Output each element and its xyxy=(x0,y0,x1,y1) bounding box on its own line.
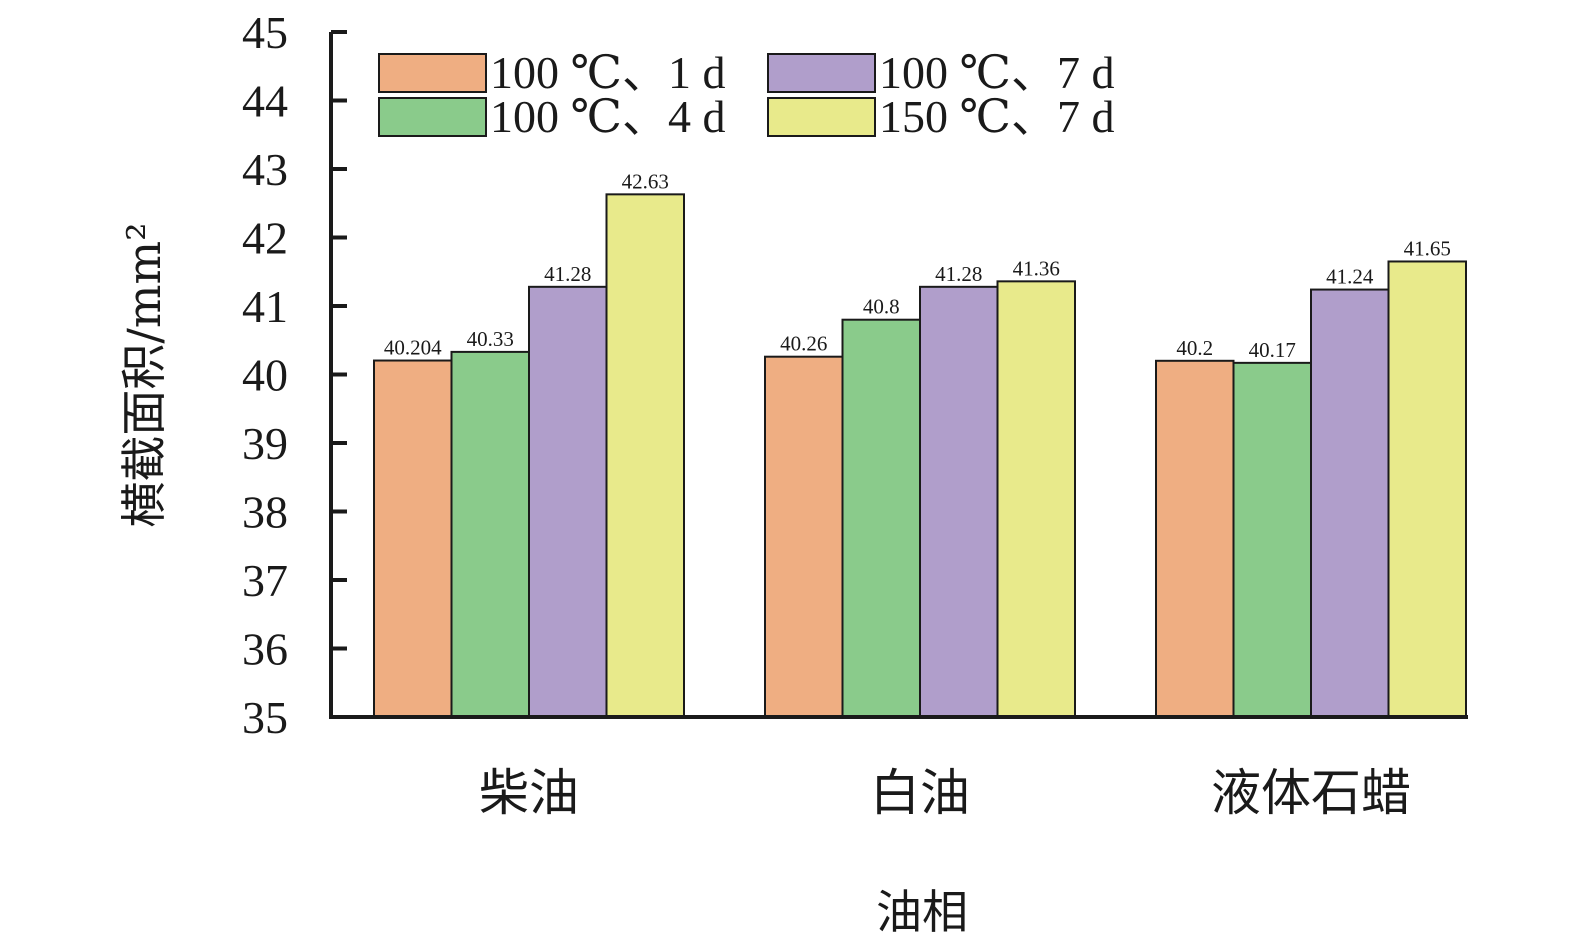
legend-swatch xyxy=(379,98,486,136)
data-label: 40.204 xyxy=(384,336,442,360)
y-axis: 35 36 37 38 39 40 41 42 43 44 45 xyxy=(242,7,347,743)
data-label: 40.2 xyxy=(1176,336,1213,360)
y-tick-label: 37 xyxy=(242,555,288,606)
y-tick-label: 44 xyxy=(242,76,288,127)
y-tick-label: 40 xyxy=(242,350,288,401)
bar xyxy=(1311,290,1389,717)
data-label: 40.26 xyxy=(780,332,827,356)
legend-swatch xyxy=(768,98,875,136)
y-tick-label: 39 xyxy=(242,418,288,469)
x-category-label: 白油 xyxy=(870,764,970,822)
y-tick-label: 38 xyxy=(242,487,288,538)
bar xyxy=(1156,361,1234,717)
bar xyxy=(843,320,921,717)
bar xyxy=(452,352,530,717)
y-tick-label: 35 xyxy=(242,692,288,743)
data-label: 41.28 xyxy=(935,262,982,286)
data-label: 41.28 xyxy=(544,262,591,286)
legend-swatch xyxy=(379,54,486,92)
bar xyxy=(1389,261,1467,717)
data-label: 41.65 xyxy=(1404,236,1451,260)
legend-label: 150 ℃、7 d xyxy=(879,91,1114,142)
bar xyxy=(529,287,607,717)
bar xyxy=(765,357,843,717)
data-label: 42.63 xyxy=(622,169,669,193)
y-axis-title: 横截面积/mm² xyxy=(117,222,171,527)
bars-group xyxy=(374,194,1466,717)
bar xyxy=(374,361,452,717)
legend-swatch xyxy=(768,54,875,92)
x-category-label: 柴油 xyxy=(479,764,579,822)
bar xyxy=(998,281,1076,717)
data-label: 40.33 xyxy=(467,327,514,351)
data-label: 40.8 xyxy=(863,295,900,319)
y-tick-label: 42 xyxy=(242,213,288,264)
legend-label: 100 ℃、4 d xyxy=(490,91,725,142)
bar xyxy=(607,194,685,717)
x-category-label: 液体石蜡 xyxy=(1211,764,1411,822)
x-axis: 柴油 白油 液体石蜡 xyxy=(329,717,1468,822)
bar xyxy=(920,287,998,717)
data-label: 40.17 xyxy=(1249,338,1296,362)
bar xyxy=(1234,363,1312,717)
data-label: 41.36 xyxy=(1013,256,1060,280)
y-tick-label: 43 xyxy=(242,144,288,195)
data-label: 41.24 xyxy=(1326,265,1374,289)
x-axis-title: 油相 xyxy=(876,885,968,939)
y-tick-label: 36 xyxy=(242,624,288,675)
y-tick-label: 45 xyxy=(242,7,288,58)
y-tick-label: 41 xyxy=(242,281,288,332)
